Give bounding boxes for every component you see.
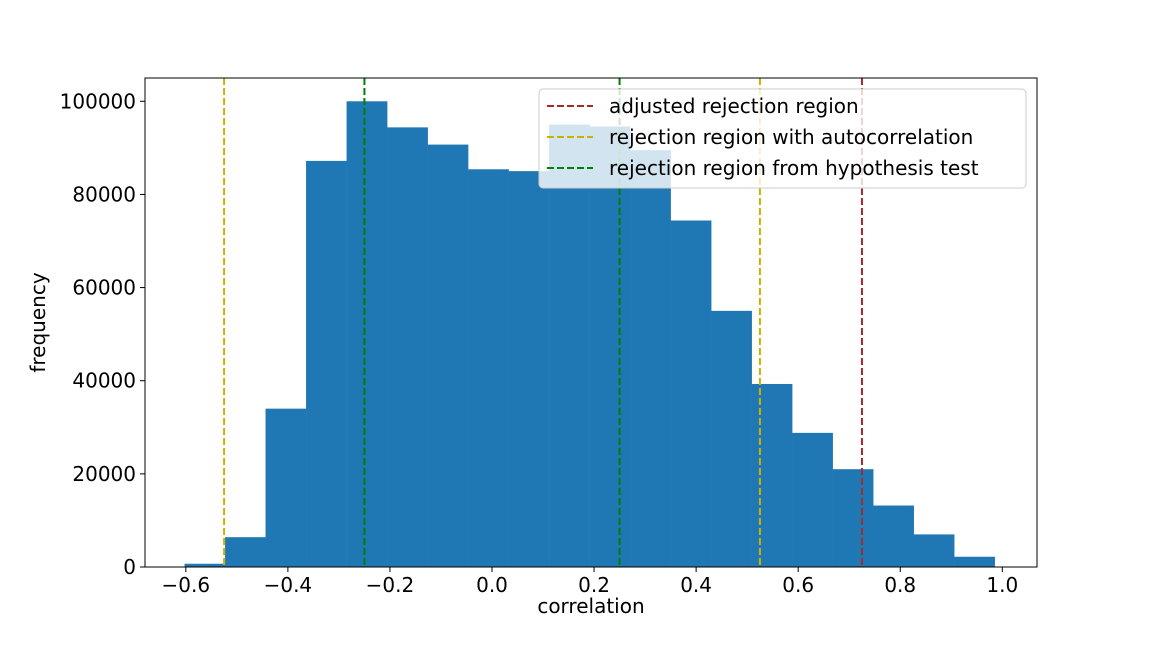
y-tick-label: 100000 <box>60 89 136 113</box>
y-tick-label: 0 <box>123 555 136 579</box>
bars-layer <box>184 101 995 568</box>
histogram-bar-16 <box>832 469 874 567</box>
x-tick-label: −0.4 <box>264 573 313 597</box>
histogram-bar-2 <box>265 408 307 567</box>
histogram-bar-14 <box>751 383 793 567</box>
legend-label: rejection region with autocorrelation <box>609 125 973 149</box>
y-tick-label: 40000 <box>72 369 136 393</box>
histogram-bar-13 <box>711 310 752 567</box>
legend-label: rejection region from hypothesis test <box>609 156 979 180</box>
x-tick-label: 1.0 <box>986 573 1018 597</box>
x-tick-label: 0.8 <box>884 573 916 597</box>
y-axis-label: frequency <box>26 272 50 372</box>
histogram-bar-10 <box>589 126 631 567</box>
x-tick-label: 0.6 <box>782 573 814 597</box>
legend: adjusted rejection region rejection regio… <box>538 88 1027 189</box>
histogram-bar-12 <box>670 220 712 567</box>
histogram-bar-17 <box>873 505 914 567</box>
legend-box <box>538 88 1027 189</box>
x-tick-label: 0.0 <box>476 573 508 597</box>
y-tick-label: 80000 <box>72 182 136 206</box>
x-axis-label: correlation <box>537 594 644 618</box>
histogram-bar-4 <box>346 101 388 568</box>
histogram-bar-3 <box>306 160 347 567</box>
plot-frame <box>144 77 1038 568</box>
histogram-bar-1 <box>225 537 266 567</box>
histogram-bar-5 <box>387 127 428 567</box>
y-tick-label: 60000 <box>72 276 136 300</box>
histogram-bar-11 <box>630 150 671 567</box>
histogram-bar-19 <box>954 556 995 567</box>
x-tick-label: −0.6 <box>162 573 211 597</box>
x-tick-label: 0.2 <box>578 573 610 597</box>
y-tick-label: 20000 <box>72 462 136 486</box>
histogram-bar-8 <box>508 171 550 567</box>
x-axis: −0.6 −0.4 −0.2 0.0 0.2 0.4 0.6 0.8 1.0 <box>162 567 1018 597</box>
histogram-bar-6 <box>427 144 469 567</box>
histogram-bar-9 <box>549 124 590 568</box>
histogram-bar-0 <box>184 563 226 567</box>
histogram-bar-15 <box>792 432 833 567</box>
x-tick-label: −0.2 <box>366 573 415 597</box>
x-tick-label: 0.4 <box>680 573 712 597</box>
histogram-bar-18 <box>913 534 955 567</box>
histogram-bar-7 <box>468 169 509 567</box>
y-axis: 0 20000 40000 60000 80000 100000 <box>60 89 145 579</box>
legend-label: adjusted rejection region <box>609 94 859 118</box>
